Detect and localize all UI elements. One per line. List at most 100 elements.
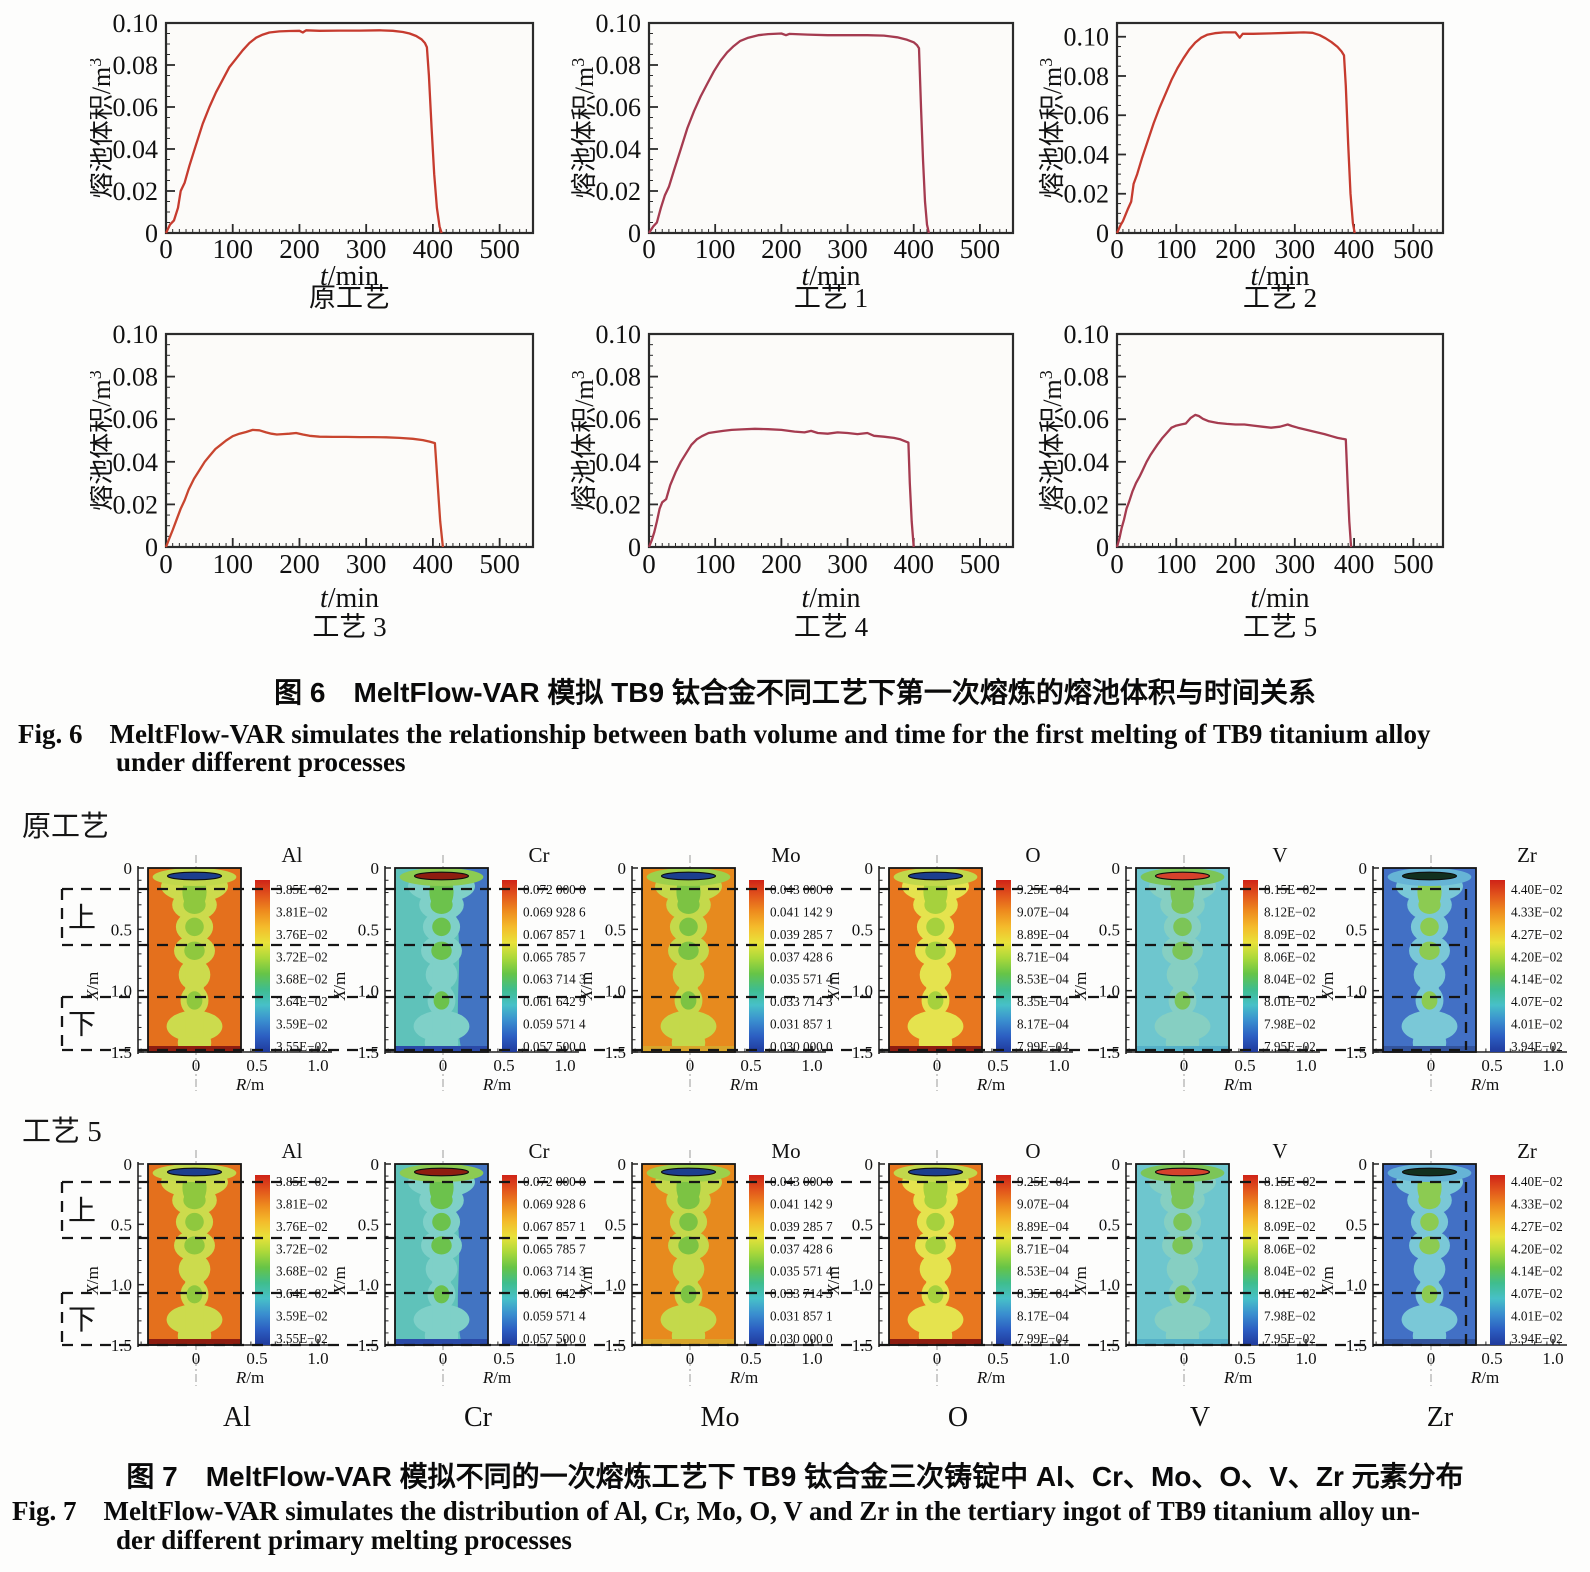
fig7-colorbar (255, 880, 270, 1052)
svg-text:0.02: 0.02 (113, 177, 159, 206)
fig7-row1-label: 原工艺 (22, 811, 110, 843)
svg-text:1.0: 1.0 (801, 1349, 822, 1368)
svg-text:0.08: 0.08 (596, 363, 642, 392)
fig7-colorbar-label: 3.55E−02 (276, 1331, 328, 1346)
fig7-colorbar-label: 3.76E−02 (276, 1219, 328, 1234)
fig7-xaxis-label: R/m (1470, 1368, 1499, 1387)
fig7-colorbar-label: 0.039 285 7 (770, 927, 833, 942)
fig7-colorbar-label: 7.99E−04 (1017, 1331, 1069, 1346)
svg-text:0: 0 (1180, 1349, 1189, 1368)
svg-text:0.10: 0.10 (596, 320, 642, 349)
svg-text:200: 200 (279, 549, 320, 579)
svg-text:0: 0 (1112, 1155, 1121, 1174)
svg-text:500: 500 (479, 549, 520, 579)
fig7-colorbar-label: 0.057 500 0 (523, 1331, 586, 1346)
svg-text:0: 0 (192, 1056, 201, 1075)
svg-text:300: 300 (827, 549, 868, 579)
fig7-colorbar-label: 8.17E−04 (1017, 1309, 1069, 1324)
fig6-chart-title-1: 工艺 1 (794, 283, 868, 312)
fig7-colorbar-label: 0.063 714 3 (523, 1264, 586, 1279)
fig7-colorbar (502, 880, 517, 1052)
svg-text:0: 0 (159, 549, 173, 579)
svg-text:0.5: 0.5 (740, 1056, 761, 1075)
fig7-colorbar (1243, 880, 1258, 1052)
fig7-colorbar-label: 0.065 785 7 (523, 1241, 586, 1256)
fig7-bottom-label-Al: Al (223, 1402, 251, 1433)
svg-text:400: 400 (413, 234, 454, 264)
fig7-colorbar-label: 4.20E−02 (1511, 1241, 1563, 1256)
svg-text:0.5: 0.5 (1099, 1215, 1120, 1234)
svg-text:300: 300 (1275, 549, 1316, 579)
svg-text:0: 0 (124, 1155, 133, 1174)
svg-text:0: 0 (1110, 549, 1124, 579)
fig7-panel-title-Mo: Mo (771, 845, 800, 867)
fig7-colorbar-label: 3.76E−02 (276, 927, 328, 942)
fig6-yaxis-label: 熔池体积/m3 (90, 58, 116, 198)
fig7-colorbar-label: 3.81E−02 (276, 1196, 328, 1211)
fig7-colorbar-label: 4.33E−02 (1511, 1196, 1563, 1211)
svg-text:200: 200 (1215, 549, 1256, 579)
svg-text:0: 0 (642, 549, 656, 579)
fig7-xaxis-label: R/m (976, 1368, 1005, 1387)
svg-text:1.0: 1.0 (1295, 1349, 1316, 1368)
svg-text:1.0: 1.0 (1099, 1276, 1120, 1295)
svg-text:0.5: 0.5 (1234, 1056, 1255, 1075)
svg-text:0.5: 0.5 (358, 920, 379, 939)
fig7-colorbar-label: 0.065 785 7 (523, 949, 586, 964)
fig6-chart-0: 0 100 200 300 400 50000.020.040.060.080.10t/m… (90, 9, 535, 312)
svg-text:300: 300 (346, 234, 387, 264)
svg-text:1.0: 1.0 (1346, 1276, 1367, 1295)
svg-text:0: 0 (933, 1056, 942, 1075)
svg-text:0.08: 0.08 (113, 51, 159, 80)
svg-text:400: 400 (893, 234, 934, 264)
svg-text:0: 0 (439, 1349, 448, 1368)
fig7-colorbar-label: 7.98E−02 (1264, 1309, 1316, 1324)
svg-text:500: 500 (960, 234, 1001, 264)
svg-text:1.0: 1.0 (1542, 1056, 1563, 1075)
svg-text:400: 400 (893, 549, 934, 579)
fig7-colorbar (255, 1175, 270, 1345)
fig7-colorbar-label: 0.030 000 0 (770, 1331, 833, 1346)
fig7-colorbar-label: 0.037 428 6 (770, 1241, 833, 1256)
fig7-panel-title-Cr: Cr (529, 845, 550, 867)
svg-text:0.06: 0.06 (596, 93, 642, 122)
svg-text:1.0: 1.0 (605, 1276, 626, 1295)
fig7-colorbar-label: 4.01E−02 (1511, 1017, 1563, 1032)
svg-text:0.5: 0.5 (605, 920, 626, 939)
svg-text:100: 100 (695, 549, 736, 579)
svg-text:200: 200 (279, 234, 320, 264)
svg-text:0: 0 (1180, 1056, 1189, 1075)
svg-text:0.5: 0.5 (987, 1056, 1008, 1075)
svg-text:0.5: 0.5 (1481, 1349, 1502, 1368)
fig7-panel-title-O: O (1025, 1140, 1040, 1163)
fig7-bottom-label-Zr: Zr (1426, 1402, 1454, 1433)
fig7-colorbar-label: 8.09E−02 (1264, 927, 1316, 942)
fig7-colorbar-label: 0.067 857 1 (523, 1219, 586, 1234)
svg-text:1.5: 1.5 (111, 1043, 132, 1062)
svg-text:0.02: 0.02 (1064, 180, 1110, 209)
svg-text:0: 0 (865, 1155, 874, 1174)
fig7-colorbar (1243, 1175, 1258, 1345)
svg-text:300: 300 (827, 234, 868, 264)
svg-text:300: 300 (1275, 234, 1316, 264)
fig7-colorbar-label: 8.04E−02 (1264, 1264, 1316, 1279)
fig7-colorbar-label: 8.89E−04 (1017, 927, 1069, 942)
fig7-colorbar-label: 4.14E−02 (1511, 1264, 1563, 1279)
svg-text:0.5: 0.5 (246, 1056, 267, 1075)
svg-text:0.04: 0.04 (113, 135, 159, 164)
svg-text:500: 500 (479, 234, 520, 264)
fig7-colorbar-label: 3.81E−02 (276, 904, 328, 919)
svg-text:0.04: 0.04 (596, 135, 642, 164)
fig7-colorbar-label: 0.031 857 1 (770, 1017, 833, 1032)
fig6-yaxis-label: 熔池体积/m3 (1036, 370, 1067, 510)
fig7-colorbar-label: 0.031 857 1 (770, 1309, 833, 1324)
svg-text:0.5: 0.5 (1099, 920, 1120, 939)
fig7-colorbar-label: 3.59E−02 (276, 1017, 328, 1032)
svg-text:0.5: 0.5 (1234, 1349, 1255, 1368)
fig6-chart-5: 0 100 200 300 400 500 0 0.02 0.04 0.06 0.08 0.10 t/m… (1036, 320, 1445, 642)
fig7-colorbar-label: 3.72E−02 (276, 949, 328, 964)
fig7-colorbar-label: 8.06E−02 (1264, 1241, 1316, 1256)
fig7-colorbar-label: 9.07E−04 (1017, 904, 1069, 919)
fig7-xaxis-label: R/m (1223, 1368, 1252, 1387)
fig7-colorbar-label: 8.04E−02 (1264, 972, 1316, 987)
